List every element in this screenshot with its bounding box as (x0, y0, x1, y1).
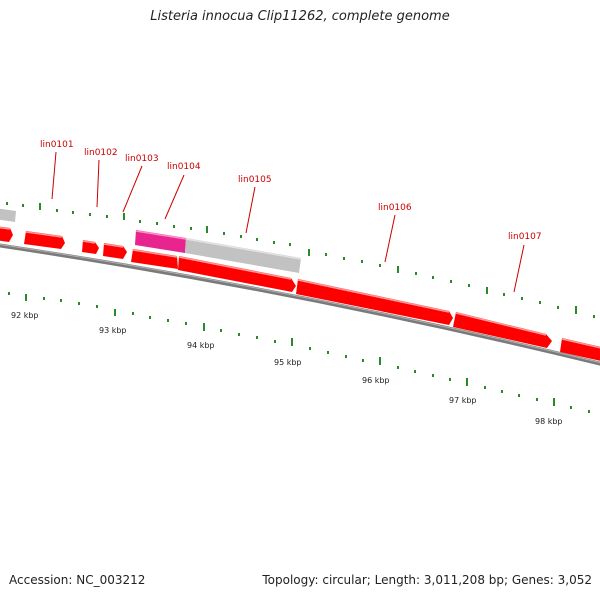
scale-label: 96 kbp (362, 376, 390, 385)
pseudo-feature (185, 238, 301, 273)
locus-label-lin0102[interactable]: lin0102 (84, 148, 118, 158)
locus-label-lin0106[interactable]: lin0106 (378, 203, 412, 213)
scale-label: 93 kbp (99, 326, 127, 335)
locus-label-lin0104[interactable]: lin0104 (167, 162, 201, 172)
gene-feature (453, 312, 552, 348)
callout-line (513, 244, 525, 293)
gene-feature (131, 249, 178, 269)
gene-feature (178, 256, 296, 292)
scale-label: 98 kbp (535, 417, 563, 426)
reverse-strand (131, 249, 600, 361)
gene-feature (0, 208, 16, 222)
locus-label-lin0105[interactable]: lin0105 (238, 175, 272, 185)
accession-text: Accession: NC_003212 (9, 573, 146, 587)
callout-line (96, 159, 100, 208)
callout-line (122, 165, 143, 213)
locus-label-lin0101[interactable]: lin0101 (40, 140, 74, 150)
scale-label: 95 kbp (274, 358, 302, 367)
locus-label-lin0103[interactable]: lin0103 (125, 154, 159, 164)
map-title: Listeria innocua Clip11262, complete gen… (150, 9, 450, 24)
gene-feature (24, 231, 65, 249)
feature-highlights (0, 226, 600, 349)
scale-label: 94 kbp (187, 341, 215, 350)
gene-feature (560, 338, 600, 361)
gene-feature (296, 279, 453, 325)
gene-feature (0, 226, 13, 242)
scale-labels: 92 kbp 93 kbp 94 kbp 95 kbp 96 kbp 97 kb… (11, 311, 563, 426)
callout-line (164, 174, 185, 220)
upper-tick-track (6, 202, 595, 318)
rna-feature (135, 230, 186, 253)
scale-label: 97 kbp (449, 396, 477, 405)
locus-callouts: lin0101 lin0102 lin0103 lin0104 lin0105 … (40, 140, 542, 293)
lower-tick-track (8, 292, 590, 413)
locus-label-lin0107[interactable]: lin0107 (508, 232, 542, 242)
callout-line (245, 186, 256, 234)
callout-line (384, 214, 396, 263)
callout-line (51, 151, 57, 200)
topology-summary: Topology: circular; Length: 3,011,208 bp… (262, 573, 592, 587)
scale-label: 92 kbp (11, 311, 39, 320)
backbone (0, 243, 600, 366)
